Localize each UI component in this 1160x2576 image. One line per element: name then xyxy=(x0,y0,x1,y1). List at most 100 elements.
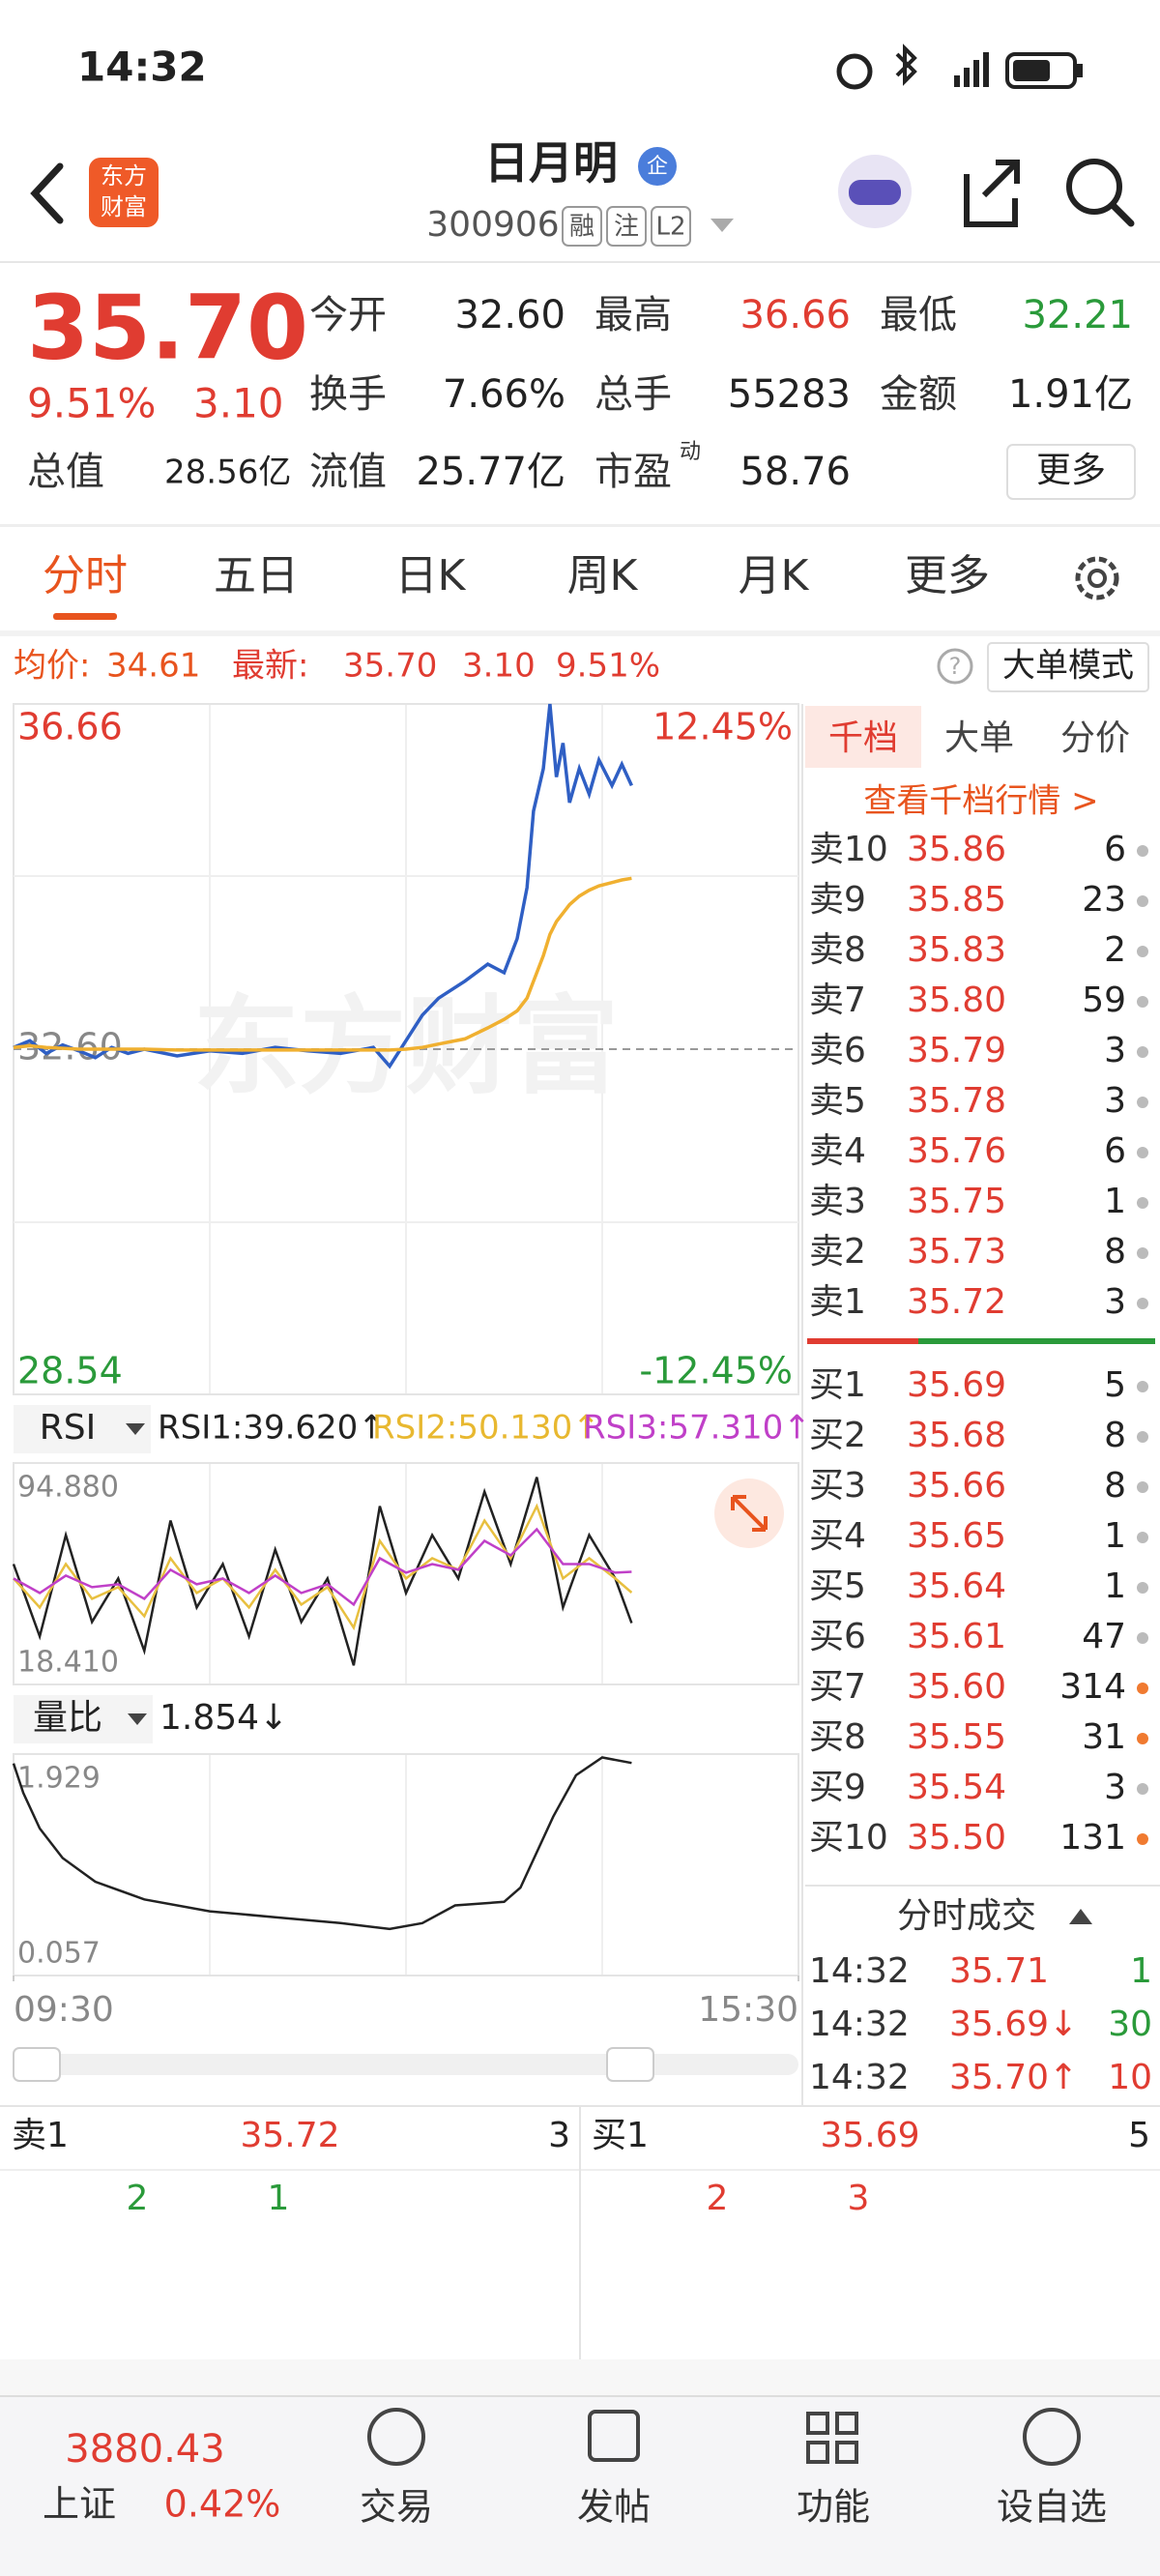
y-tick-label: 12.45% xyxy=(652,706,793,748)
book-label: 买5 xyxy=(809,1566,866,1606)
rsi-selector-label: RSI xyxy=(40,1408,96,1448)
vr-selector-label: 量比 xyxy=(33,1698,102,1738)
dropdown-arrow[interactable] xyxy=(710,219,734,232)
rsi-value: RSI3:57.310↑ xyxy=(583,1409,811,1448)
rsi-selector[interactable] xyxy=(14,1405,151,1453)
y-tick-label: 0.057 xyxy=(17,1937,101,1971)
tag-box xyxy=(562,206,602,247)
book-dot xyxy=(1137,895,1148,907)
book-volume: 1 xyxy=(1104,1182,1126,1221)
back-button[interactable] xyxy=(30,162,64,224)
book-label: 卖8 xyxy=(809,930,866,970)
period-tab[interactable]: 五日 xyxy=(214,551,299,600)
book-label: 卖2 xyxy=(809,1232,866,1272)
level1-label: 卖1 xyxy=(12,2116,69,2155)
battery-tip xyxy=(1077,64,1083,77)
scroll-handle[interactable] xyxy=(606,2047,654,2082)
nav-tab[interactable]: 设自选 xyxy=(997,2486,1107,2529)
last-price: 35.70 xyxy=(27,276,308,379)
book-label: 买9 xyxy=(809,1768,866,1807)
series-line xyxy=(13,1503,633,1631)
change-pct: 9.51% xyxy=(27,380,156,427)
book-price: 35.76 xyxy=(907,1131,1006,1171)
period-tab[interactable]: 月K xyxy=(739,551,810,600)
rsi-value: RSI1:39.620↑ xyxy=(158,1409,386,1448)
book-price: 35.61 xyxy=(907,1617,1006,1656)
book-label: 买2 xyxy=(809,1416,866,1455)
book-label: 买7 xyxy=(809,1667,866,1707)
search-icon[interactable] xyxy=(1066,159,1122,215)
avatar-face xyxy=(849,180,901,205)
help-icon[interactable] xyxy=(937,648,973,685)
book-price: 35.79 xyxy=(907,1031,1006,1070)
field-value: 32.60 xyxy=(454,293,566,337)
scroll-track[interactable] xyxy=(14,2054,798,2075)
share-icon[interactable] xyxy=(964,160,1020,227)
watchlist-icon[interactable] xyxy=(1023,2408,1081,2466)
period-tab[interactable]: 更多 xyxy=(905,551,990,600)
mode-button[interactable] xyxy=(987,642,1149,692)
book-dot xyxy=(1137,1532,1148,1543)
level1-price: 35.72 xyxy=(240,2116,339,2155)
nav-tab[interactable]: 交易 xyxy=(360,2486,433,2529)
period-tab[interactable]: 日K xyxy=(395,551,467,600)
period-tab[interactable]: 周K xyxy=(567,551,639,600)
book-volume: 3 xyxy=(1104,1031,1126,1070)
book-dot xyxy=(1137,1683,1148,1694)
collapse-arrow[interactable] xyxy=(1069,1909,1092,1924)
book-dot xyxy=(1137,1431,1148,1443)
battery xyxy=(1005,52,1077,89)
book-tab[interactable]: 千档 xyxy=(828,718,898,758)
y-tick-label: 18.410 xyxy=(17,1646,119,1680)
field-value: 28.56亿 xyxy=(164,454,291,492)
book-price: 35.75 xyxy=(907,1182,1006,1221)
stock-name: 日月明 xyxy=(484,137,618,190)
nav-tab[interactable]: 发帖 xyxy=(577,2486,651,2529)
info-avg: 34.61 xyxy=(106,647,200,686)
trade-icon[interactable] xyxy=(367,2408,425,2466)
book-dot xyxy=(1137,1833,1148,1845)
battery-level xyxy=(1013,60,1050,81)
dropdown-arrow xyxy=(126,1423,145,1435)
book-price: 35.50 xyxy=(907,1818,1006,1858)
field-label: 今开 xyxy=(309,293,387,337)
period-tab[interactable]: 分时 xyxy=(43,551,128,600)
tag: L2 xyxy=(655,213,685,242)
function-icon[interactable] xyxy=(806,2412,858,2464)
book-price: 35.69 xyxy=(907,1365,1006,1405)
queue-volume: 2 xyxy=(707,2179,729,2218)
book-dot xyxy=(1137,1733,1148,1744)
field-sup: 动 xyxy=(680,440,701,464)
mode-button-label: 大单模式 xyxy=(1002,647,1134,686)
vr-selector[interactable] xyxy=(14,1695,153,1743)
book-label: 卖4 xyxy=(809,1131,866,1171)
more-button[interactable] xyxy=(1006,444,1136,500)
book-label: 卖10 xyxy=(809,830,888,869)
bluetooth-icon xyxy=(895,44,917,86)
book-dot xyxy=(1137,1481,1148,1493)
field-label: 最高 xyxy=(594,293,672,337)
field-label: 流值 xyxy=(309,450,387,494)
search-handle xyxy=(1109,201,1135,227)
watermark: 东方财富 xyxy=(193,984,619,1108)
info-change: 3.10 xyxy=(462,647,536,686)
tag: 注 xyxy=(614,213,639,242)
book-volume: 5 xyxy=(1104,1365,1126,1405)
nav-tab[interactable]: 功能 xyxy=(797,2486,870,2529)
book-dot xyxy=(1137,1632,1148,1644)
book-dot xyxy=(1137,1582,1148,1594)
book-tab[interactable]: 分价 xyxy=(1060,718,1130,758)
field-label: 换手 xyxy=(309,372,387,417)
scroll-handle[interactable] xyxy=(13,2047,61,2082)
info-avg-label: 均价: xyxy=(14,647,90,686)
book-price: 35.73 xyxy=(907,1232,1006,1272)
tab-underline xyxy=(53,613,117,620)
book-tab[interactable]: 大单 xyxy=(944,718,1014,758)
post-icon[interactable] xyxy=(588,2410,640,2462)
field-label: 总手 xyxy=(594,372,672,417)
trade-price: 35.70↑ xyxy=(949,2058,1078,2097)
book-price: 35.68 xyxy=(907,1416,1006,1455)
settings-icon[interactable] xyxy=(1075,556,1119,600)
divider xyxy=(0,261,1160,263)
